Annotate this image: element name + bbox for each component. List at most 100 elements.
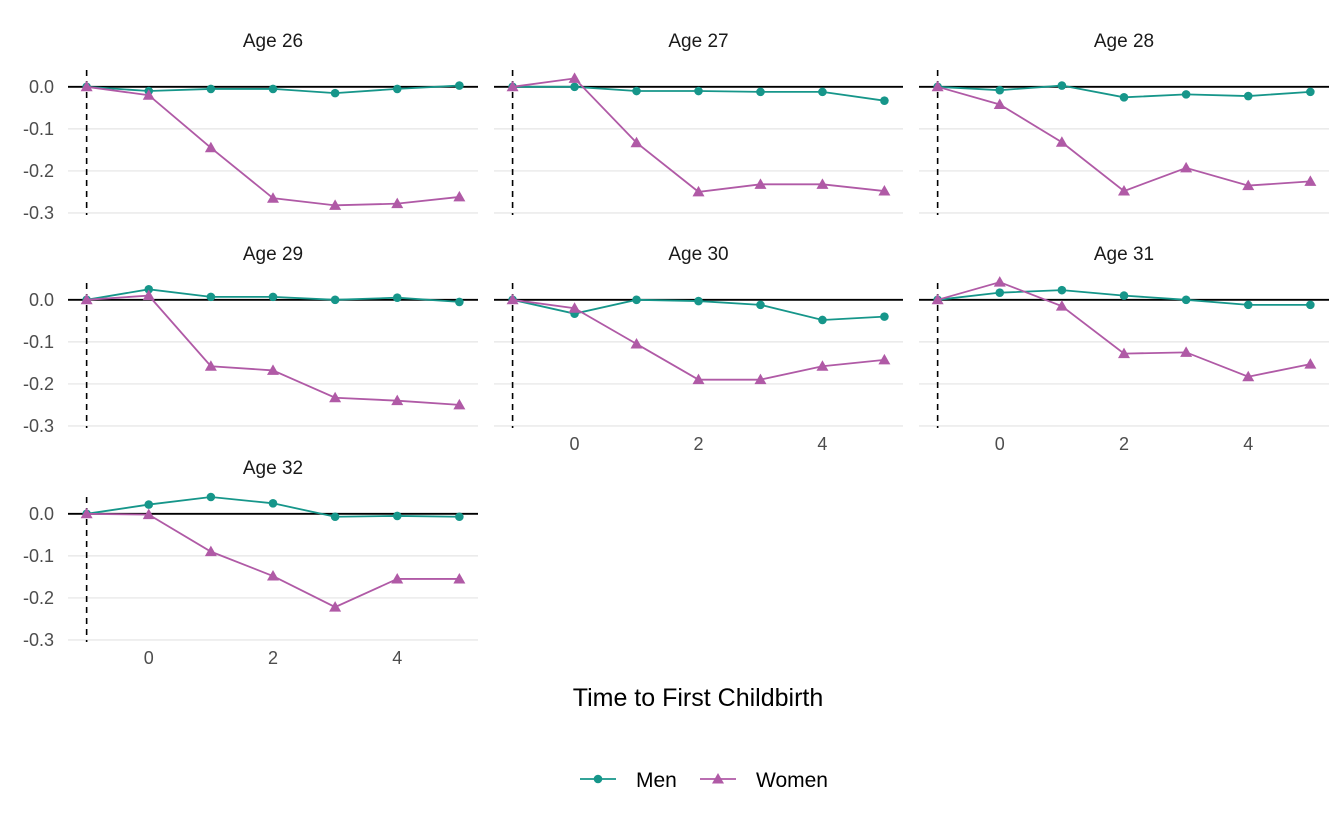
panel-title: Age 32 (243, 458, 303, 479)
legend-key-marker (712, 773, 724, 784)
women-data-point (142, 289, 155, 301)
women-data-point (329, 601, 342, 612)
legend-label: Women (756, 769, 828, 792)
women-data-point (80, 80, 93, 92)
women-data-point (204, 141, 217, 153)
women-data-point (931, 80, 944, 92)
x-tick-label: 0 (570, 434, 580, 454)
y-tick-label: -0.2 (23, 161, 54, 181)
women-data-point (267, 364, 279, 375)
panel-age-29: Age 29 0.0 -0.1 -0.2 -0.3 (23, 244, 478, 436)
men-data-point (1057, 81, 1067, 90)
y-tick-label: 0.0 (29, 77, 54, 97)
legend: Men Women (580, 769, 828, 792)
men-data-point (880, 312, 889, 321)
women-data-point (1304, 175, 1317, 186)
women-data-point (391, 394, 404, 406)
men-data-point (995, 85, 1005, 95)
x-tick-label: 4 (1243, 434, 1253, 454)
men-data-point (818, 315, 827, 325)
y-tick-label: -0.2 (23, 588, 54, 608)
women-data-point (630, 136, 643, 148)
men-data-point (392, 84, 402, 94)
men-data-point (455, 512, 464, 522)
y-tick-label: -0.1 (23, 332, 54, 352)
x-tick-label: 0 (144, 648, 154, 668)
women-series-line (86, 85, 460, 207)
women-data-point (878, 185, 891, 196)
panel-title: Age 27 (668, 31, 728, 52)
women-data-point (453, 398, 466, 410)
x-tick-label: 4 (392, 648, 402, 668)
women-data-point (993, 98, 1006, 109)
x-tick-label: 2 (268, 648, 278, 668)
men-data-point (330, 295, 340, 305)
men-data-point (455, 81, 464, 90)
legend-key-marker (593, 774, 603, 784)
men-data-point (570, 82, 579, 92)
women-series-line (512, 77, 885, 193)
panel-title: Age 30 (668, 244, 728, 265)
men-data-point (144, 285, 154, 294)
x-tick-label: 4 (817, 434, 827, 454)
women-data-point (1055, 300, 1068, 311)
y-tick-label: -0.3 (23, 630, 54, 650)
women-data-point (1180, 161, 1193, 173)
men-data-point (392, 511, 402, 521)
men-data-point (1306, 300, 1315, 310)
y-tick-label: -0.1 (23, 546, 54, 566)
men-data-point (694, 86, 703, 96)
men-data-point (632, 295, 641, 305)
women-data-point (816, 178, 829, 189)
women-data-point (329, 391, 342, 403)
x-tick-label: 0 (995, 434, 1005, 454)
women-series-line (86, 512, 460, 609)
women-data-point (80, 293, 93, 305)
panel-age-27: Age 27 (494, 31, 903, 215)
y-tick-label: -0.3 (23, 203, 54, 223)
panel-title: Age 28 (1094, 31, 1154, 52)
men-data-point (1181, 295, 1191, 305)
women-data-point (506, 80, 519, 92)
women-data-point (391, 197, 404, 209)
men-data-point (1306, 87, 1315, 97)
women-data-point (142, 508, 155, 520)
y-tick-label: -0.3 (23, 416, 54, 436)
x-tick-label: 2 (1119, 434, 1129, 454)
women-series-line (937, 85, 1311, 193)
men-data-point (995, 288, 1005, 297)
women-data-point (931, 293, 944, 305)
legend-item-women: Women (700, 769, 828, 792)
y-tick-label: -0.1 (23, 119, 54, 139)
women-data-point (1242, 370, 1255, 382)
women-data-point (1118, 347, 1130, 359)
chart-panels: Age 26 0.0 -0.1 -0.2 -0.3 Age 27 Age 28 Age 29 0… (23, 31, 1329, 668)
women-data-point (453, 572, 466, 584)
men-data-point (1057, 285, 1067, 295)
men-data-point (694, 296, 703, 306)
women-data-point (204, 545, 217, 557)
x-axis-title: Time to First Childbirth (573, 684, 824, 712)
x-tick-label: 2 (693, 434, 703, 454)
men-data-point (818, 87, 827, 97)
women-data-point (80, 507, 93, 519)
women-data-point (692, 185, 705, 197)
men-data-point (206, 84, 216, 94)
women-data-point (993, 276, 1006, 287)
men-data-point (756, 87, 765, 97)
women-data-point (630, 337, 643, 349)
men-data-point (1119, 93, 1129, 102)
men-data-point (1243, 91, 1253, 101)
women-data-point (692, 373, 705, 385)
women-series-line (86, 294, 460, 406)
men-data-point (206, 292, 216, 302)
panel-age-30: Age 30 0 2 4 (494, 244, 903, 454)
women-data-point (568, 302, 581, 313)
men-data-point (455, 297, 464, 307)
y-tick-label: 0.0 (29, 290, 54, 310)
men-data-point (330, 512, 340, 522)
women-data-point (506, 293, 519, 305)
women-data-point (267, 192, 279, 203)
women-data-point (1118, 185, 1130, 196)
